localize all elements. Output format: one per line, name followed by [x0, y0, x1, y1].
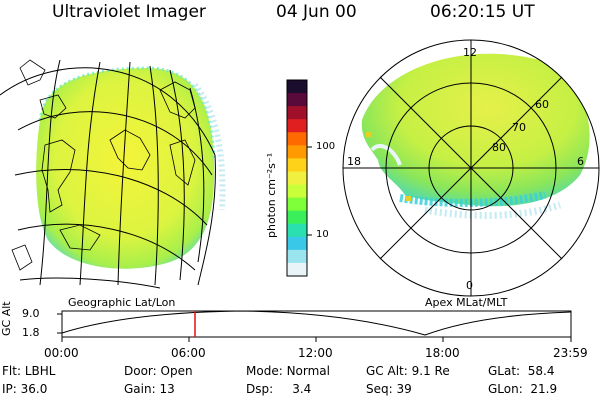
info-filter: Flt: LBHL [2, 364, 55, 378]
info-dsp: Dsp: 3.4 [246, 382, 311, 396]
altitude-tick-1-8: 1.8 [22, 326, 40, 339]
auroral-image-polar [361, 53, 590, 207]
date-label: 04 Jun 00 [276, 2, 357, 22]
info-door-value: Open [160, 364, 193, 378]
polar-panel-caption: Apex MLat/MLT [425, 296, 508, 309]
mlt-label-12: 12 [463, 46, 477, 59]
altitude-plot [57, 310, 572, 342]
colorbar-segment [287, 249, 307, 264]
colorbar-segment [287, 210, 307, 225]
geo-grid [0, 59, 216, 289]
info-gain-label: Gain: [124, 382, 156, 396]
colorbar-segment [287, 158, 307, 172]
colorbar [286, 79, 312, 277]
info-glat: GLat: 58.4 [488, 364, 554, 378]
colorbar-tick-100: 100 [316, 141, 336, 152]
info-seq-label: Seq: [366, 382, 393, 396]
info-glon-value: 21.9 [530, 382, 558, 396]
colorbar-segment [287, 184, 307, 199]
info-seq-value: 39 [396, 382, 412, 396]
info-filter-label: Flt: [2, 364, 21, 378]
colorbar-segment [287, 197, 307, 212]
info-gc-alt: GC Alt: 9.1 Re [366, 364, 450, 378]
info-gc-alt-value: 9.1 Re [411, 364, 450, 378]
polar-image [361, 53, 590, 219]
colorbar-segment [287, 145, 307, 159]
info-seq: Seq: 39 [366, 382, 412, 396]
info-dsp-value: 3.4 [292, 382, 312, 396]
colorbar-segment [287, 80, 307, 94]
info-glon: GLon: 21.9 [488, 382, 557, 396]
colorbar-segment [287, 119, 307, 133]
mlt-label-6: 6 [577, 155, 584, 168]
info-filter-value: LBHL [24, 364, 56, 378]
info-mode: Mode: Normal [246, 364, 330, 378]
mlat-label-70: 70 [512, 121, 526, 134]
colorbar-segment [287, 93, 307, 107]
colorbar-segment [287, 236, 307, 251]
colorbar-segment [287, 106, 307, 120]
info-gain-value: 13 [159, 382, 175, 396]
altitude-curve [61, 310, 572, 336]
time-label: 06:20:15 UT [430, 2, 535, 22]
colorbar-tick-10: 10 [316, 229, 329, 240]
colorbar-segment [287, 262, 307, 277]
info-ip: IP: 36.0 [2, 382, 47, 396]
time-tick-2359: 23:59 [553, 346, 588, 360]
info-ip-label: IP: [2, 382, 17, 396]
info-glat-label: GLat: [488, 364, 521, 378]
info-glat-value: 58.4 [527, 364, 555, 378]
info-dsp-label: Dsp: [246, 382, 274, 396]
mlat-label-60: 60 [535, 98, 549, 111]
polar-grid [342, 39, 600, 297]
colorbar-segment [287, 171, 307, 186]
info-mode-label: Mode: [246, 364, 283, 378]
info-door: Door: Open [124, 364, 193, 378]
mlt-label-0: 0 [466, 279, 473, 292]
time-tick-1800: 18:00 [425, 346, 460, 360]
colorbar-border [286, 79, 308, 277]
colorbar-unit-label: photon cm⁻²s⁻¹ [265, 152, 278, 238]
info-mode-value: Normal [286, 364, 330, 378]
time-tick-1200: 12:00 [298, 346, 333, 360]
time-tick-0000: 00:00 [44, 346, 79, 360]
colorbar-segment [287, 132, 307, 146]
geo-panel-caption: Geographic Lat/Lon [68, 296, 176, 309]
mlat-label-80: 80 [492, 141, 506, 154]
info-glon-label: GLon: [488, 382, 523, 396]
info-gc-alt-label: GC Alt: [366, 364, 408, 378]
mlt-label-18: 18 [347, 155, 361, 168]
info-gain: Gain: 13 [124, 382, 175, 396]
altitude-tick-9: 9.0 [22, 307, 40, 320]
auroral-image-geo [36, 68, 215, 269]
time-tick-0600: 06:00 [171, 346, 206, 360]
geographic-image [36, 66, 226, 269]
info-ip-value: 36.0 [20, 382, 48, 396]
altitude-axis-label: GC Alt [0, 301, 13, 336]
info-door-label: Door: [124, 364, 157, 378]
colorbar-segment [287, 223, 307, 238]
app-title: Ultraviolet Imager [52, 2, 206, 22]
